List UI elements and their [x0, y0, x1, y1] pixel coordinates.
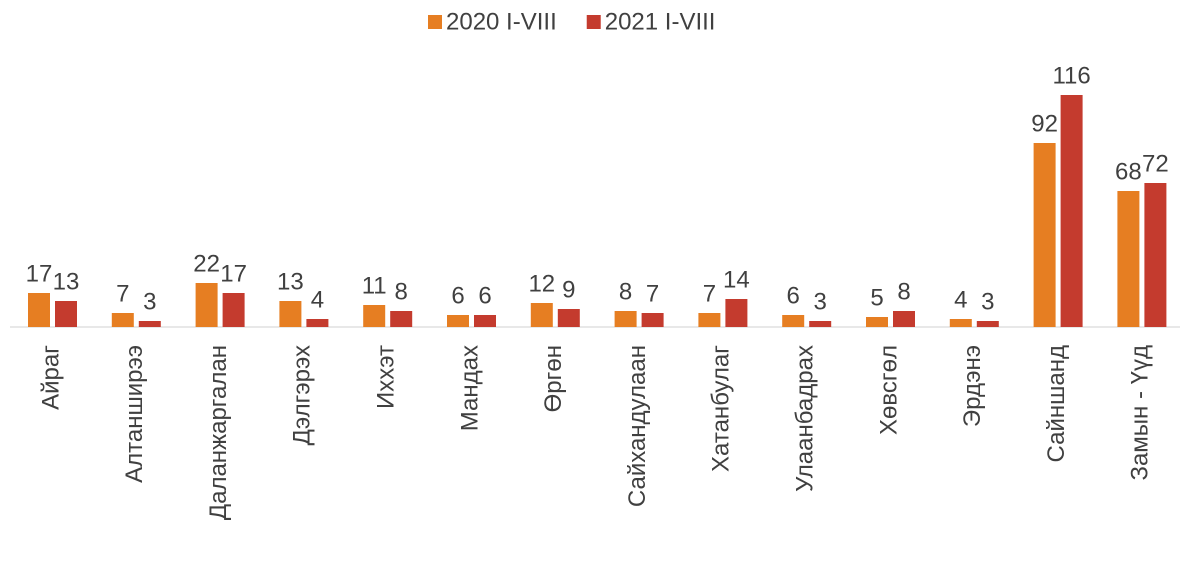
x-tick-label: Сайхандулаан: [624, 345, 651, 507]
bar: [557, 309, 580, 327]
data-label: 68: [1115, 158, 1142, 185]
data-label: 8: [619, 278, 632, 305]
x-tick-label: Иххэт: [373, 345, 400, 409]
x-tick-label: Дэлгэрэх: [289, 345, 316, 445]
data-label: 8: [897, 278, 910, 305]
bar: [893, 311, 915, 327]
data-label: 4: [311, 286, 324, 313]
data-label: 11: [362, 272, 387, 299]
x-tick-label: Хатанбулаг: [708, 345, 735, 472]
data-label: 3: [143, 288, 156, 315]
data-label: 7: [116, 280, 129, 307]
legend-swatch: [428, 15, 442, 29]
x-tick-label: Өргөн: [540, 345, 567, 412]
bar: [363, 305, 386, 327]
data-label: 4: [954, 286, 967, 313]
data-label: 6: [478, 282, 491, 309]
data-label: 9: [562, 276, 575, 303]
bar: [474, 315, 496, 327]
bar: [1060, 95, 1083, 327]
x-tick-label: Мандах: [456, 345, 483, 431]
x-tick-label: Замын - Үүд: [1127, 345, 1154, 481]
x-tick-label: Хөвсгөл: [875, 345, 902, 435]
data-label: 7: [703, 280, 716, 307]
bar: [1144, 183, 1167, 327]
x-tick-label: Айраг: [37, 345, 64, 410]
bar: [279, 301, 302, 327]
bar: [614, 311, 637, 327]
data-label: 13: [277, 268, 304, 295]
bar: [306, 319, 329, 327]
x-tick-label: Сайншанд: [1043, 345, 1070, 462]
legend-label: 2021 I-VIII: [605, 8, 716, 35]
bar: [55, 301, 77, 327]
bar: [28, 293, 50, 327]
bar: [1117, 191, 1140, 327]
x-tick-label: Алтанширээ: [121, 345, 148, 483]
data-label: 3: [981, 288, 994, 315]
data-label: 116: [1052, 62, 1090, 89]
data-label: 72: [1142, 150, 1169, 177]
bar: [111, 313, 134, 327]
bar: [390, 311, 413, 327]
data-label: 8: [395, 278, 408, 305]
data-label: 12: [528, 270, 555, 297]
bar: [949, 319, 972, 327]
bar: [866, 317, 888, 327]
bar: [1033, 143, 1056, 327]
bar: [976, 321, 999, 327]
x-tick-label: Даланжаргалан: [205, 345, 232, 520]
bar: [698, 313, 721, 327]
data-label: 6: [787, 282, 800, 309]
data-label: 17: [26, 260, 53, 287]
bar: [641, 313, 664, 327]
data-label: 92: [1031, 110, 1058, 137]
legend-label: 2020 I-VIII: [446, 8, 557, 35]
x-tick-label: Улаанбадрах: [792, 345, 819, 492]
bar: [782, 315, 805, 327]
data-label: 17: [220, 260, 247, 287]
bar: [195, 283, 218, 327]
data-label: 3: [814, 288, 827, 315]
x-tick-label: Эрдэнэ: [959, 345, 986, 427]
bar: [725, 299, 748, 327]
bar: [447, 315, 469, 327]
data-label: 14: [723, 266, 750, 293]
data-label: 22: [193, 250, 220, 277]
bar: [530, 303, 553, 327]
data-label: 13: [53, 268, 80, 295]
legend-swatch: [586, 15, 601, 29]
data-label: 7: [646, 280, 659, 307]
data-label: 6: [451, 282, 464, 309]
bar: [809, 321, 832, 327]
data-label: 5: [870, 284, 883, 311]
bar: [138, 321, 161, 327]
bar: [222, 293, 245, 327]
